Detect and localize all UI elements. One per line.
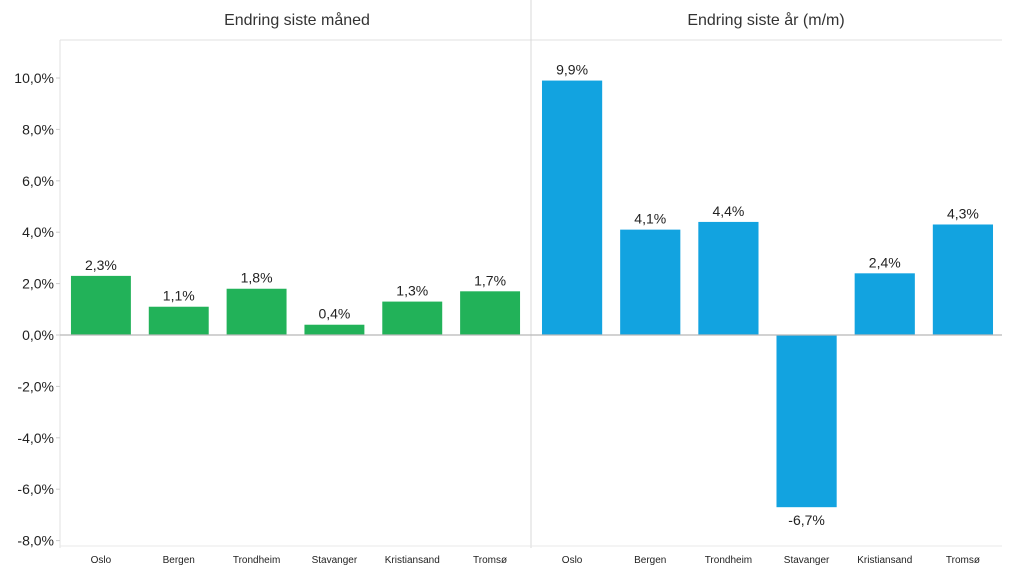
- bar-month-tromsø: [460, 291, 521, 335]
- y-tick-label: 10,0%: [14, 70, 54, 86]
- data-label: 1,3%: [396, 283, 428, 299]
- panel-title-year: Endring siste år (m/m): [687, 11, 844, 29]
- y-axis-ticks: -8,0% -6,0% -4,0% -2,0% 0,0% 2,0% 4,0% 6,0% 8,0%…: [14, 70, 60, 549]
- data-label: 4,4%: [712, 203, 744, 219]
- bar-year-stavanger: [776, 335, 837, 508]
- bar-month-bergen: [148, 306, 209, 335]
- y-tick-label: 0,0%: [22, 327, 54, 343]
- y-tick-label: 8,0%: [22, 121, 54, 137]
- category-label: Stavanger: [784, 555, 830, 566]
- data-labels-layer: 2,3% 1,1% 1,8% 0,4% 1,3% 1,7% 9,9% 4,1% 4,4% -6,7…: [85, 62, 979, 529]
- y-tick-label: 4,0%: [22, 224, 54, 240]
- data-label: -6,7%: [788, 512, 825, 528]
- data-label: 2,4%: [869, 254, 901, 270]
- category-label: Tromsø: [473, 555, 507, 566]
- panel-title-month: Endring siste måned: [224, 11, 370, 29]
- data-label: 1,1%: [163, 288, 195, 304]
- data-label: 2,3%: [85, 257, 117, 273]
- category-label: Stavanger: [312, 555, 358, 566]
- category-label: Trondheim: [705, 555, 752, 566]
- bar-year-bergen: [620, 229, 681, 335]
- bars-layer: [70, 80, 994, 508]
- y-tick-label: 2,0%: [22, 276, 54, 292]
- category-labels-layer: Oslo Bergen Trondheim Stavanger Kristiansand…: [91, 555, 980, 566]
- bar-year-tromsø: [932, 224, 994, 335]
- y-tick-label: -4,0%: [17, 430, 54, 446]
- data-label: 4,3%: [947, 205, 979, 221]
- data-label: 1,8%: [241, 270, 273, 286]
- category-label: Bergen: [163, 555, 195, 566]
- category-label: Oslo: [562, 555, 583, 566]
- y-tick-label: -2,0%: [17, 378, 54, 394]
- category-label: Bergen: [634, 555, 666, 566]
- category-label: Tromsø: [946, 555, 980, 566]
- data-label: 1,7%: [474, 272, 506, 288]
- data-label: 9,9%: [556, 62, 588, 78]
- bar-month-trondheim: [226, 288, 287, 335]
- bar-month-kristiansand: [382, 301, 443, 335]
- bar-year-oslo: [541, 80, 603, 335]
- category-label: Kristiansand: [385, 555, 440, 566]
- category-label: Trondheim: [233, 555, 280, 566]
- bar-month-stavanger: [304, 324, 365, 335]
- y-tick-label: -6,0%: [17, 481, 54, 497]
- y-tick-label: 6,0%: [22, 173, 54, 189]
- category-label: Kristiansand: [857, 555, 912, 566]
- data-label: 0,4%: [318, 306, 350, 322]
- bar-month-oslo: [70, 275, 131, 335]
- bar-year-trondheim: [698, 221, 759, 335]
- category-label: Oslo: [91, 555, 112, 566]
- y-tick-label: -8,0%: [17, 533, 54, 549]
- bar-year-kristiansand: [854, 273, 915, 335]
- data-label: 4,1%: [634, 211, 666, 227]
